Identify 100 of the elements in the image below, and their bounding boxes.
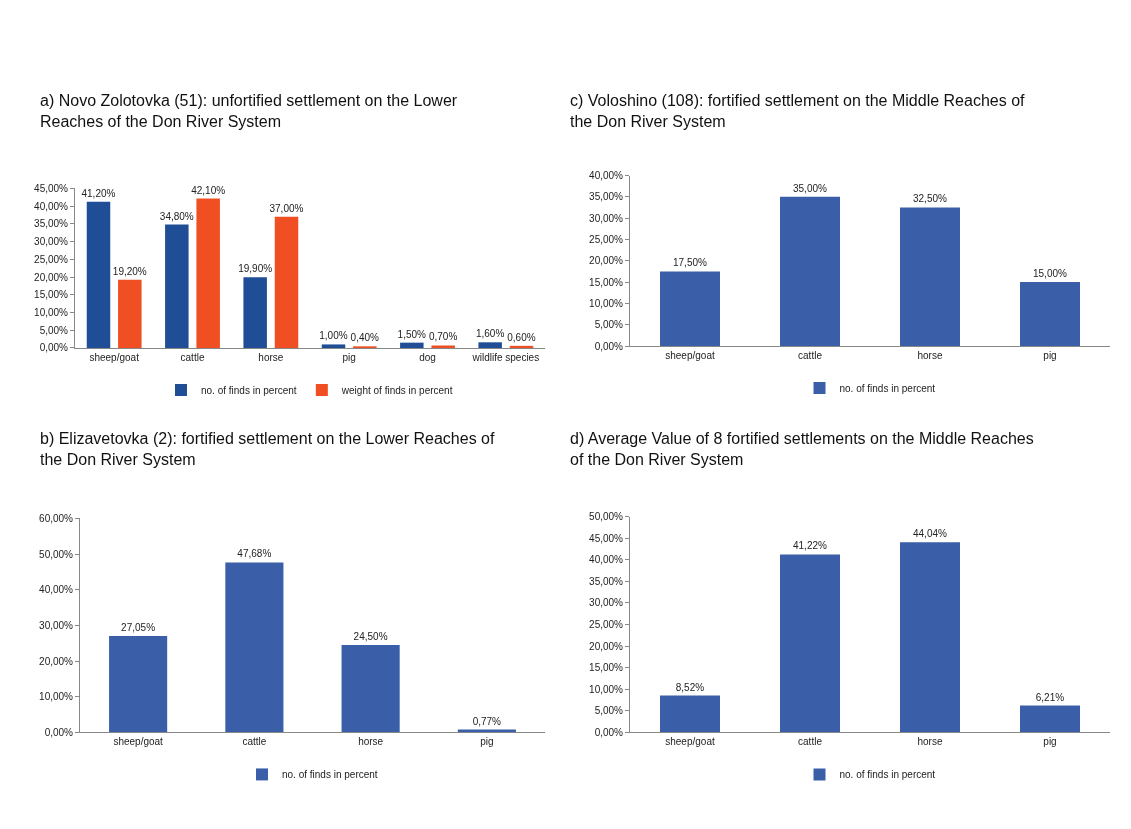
- x-tick-label: horse: [917, 350, 943, 362]
- legend-label: no. of finds in percent: [282, 769, 378, 781]
- bar: [225, 562, 284, 733]
- chart-title: c) Voloshino (108): fortified settlement on the Middle Reaches of the Don River System: [570, 92, 1026, 130]
- legend-label: no. of finds in percent: [839, 383, 936, 394]
- y-tick-label: 45,00%: [589, 532, 624, 544]
- data-label: 42,10%: [191, 184, 226, 196]
- y-tick-label: 40,00%: [39, 584, 74, 596]
- data-label: 32,50%: [912, 193, 948, 205]
- bar: [1020, 705, 1080, 733]
- y-tick-label: 50,00%: [589, 511, 624, 522]
- bar: [196, 198, 220, 348]
- data-label: 17,50%: [672, 257, 708, 269]
- bar: [243, 277, 267, 348]
- data-label: 37,00%: [269, 202, 304, 214]
- x-tick-label: cattle: [242, 736, 267, 748]
- data-label: 6,21%: [1035, 691, 1065, 703]
- data-label: 44,04%: [912, 528, 948, 540]
- y-tick-label: 10,00%: [34, 307, 69, 318]
- y-tick-label: 10,00%: [589, 683, 624, 695]
- y-tick-label: 0,00%: [44, 726, 74, 738]
- bar: [86, 201, 111, 348]
- y-tick-label: 60,00%: [39, 512, 74, 524]
- y-tick-label: 15,00%: [34, 289, 69, 301]
- y-tick-label: 40,00%: [589, 170, 624, 182]
- y-tick-label: 5,00%: [594, 319, 624, 331]
- legend-label: weight of finds in percent: [340, 384, 453, 396]
- data-label: 35,00%: [792, 182, 828, 194]
- chart-title: b) Elizavetovka (2): fortified settlement on the Lower Reaches of the Don River System: [40, 430, 495, 468]
- data-label: 47,68%: [237, 548, 272, 560]
- y-tick-label: 25,00%: [589, 233, 624, 245]
- y-tick-label: 20,00%: [39, 655, 74, 667]
- y-tick-label: 45,00%: [34, 182, 69, 194]
- y-tick-label: 30,00%: [34, 236, 69, 248]
- y-tick-label: 15,00%: [589, 276, 624, 288]
- y-tick-label: 50,00%: [39, 548, 74, 560]
- bar: [478, 342, 502, 348]
- x-tick-label: sheep/goat: [113, 736, 164, 748]
- bar: [341, 645, 400, 733]
- y-tick-label: 35,00%: [34, 218, 69, 230]
- y-tick-label: 20,00%: [589, 255, 624, 267]
- data-label: 1,60%: [475, 328, 505, 340]
- bar: [431, 345, 455, 348]
- y-tick-label: 20,00%: [34, 271, 69, 283]
- x-tick-label: horse: [917, 736, 943, 748]
- y-tick-label: 30,00%: [39, 619, 74, 631]
- bar: [660, 271, 720, 347]
- chart-title: d) Average Value of 8 fortified settlements on the Middle Reaches of the Don River System: [570, 430, 1034, 468]
- y-tick-label: 0,00%: [39, 342, 69, 354]
- y-tick-label: 35,00%: [589, 191, 624, 203]
- bar: [900, 542, 960, 733]
- bar: [274, 216, 299, 348]
- y-tick-label: 40,00%: [34, 200, 69, 212]
- y-tick-label: 10,00%: [589, 297, 624, 309]
- x-tick-label: cattle: [180, 351, 205, 363]
- data-label: 24,50%: [353, 631, 388, 642]
- x-tick-label: sheep/goat: [665, 350, 715, 362]
- x-tick-label: horse: [258, 351, 284, 363]
- y-tick-label: 15,00%: [589, 662, 624, 674]
- y-tick-label: 35,00%: [589, 575, 624, 587]
- bar: [321, 344, 346, 348]
- data-label: 15,00%: [1032, 268, 1068, 280]
- data-label: 0,77%: [472, 715, 502, 727]
- bar: [118, 279, 142, 348]
- y-tick-label: 5,00%: [39, 324, 69, 336]
- data-label: 1,50%: [397, 328, 427, 340]
- bar: [109, 635, 168, 733]
- bar: [660, 695, 720, 733]
- legend-label: no. of finds in percent: [201, 384, 297, 396]
- data-label: 1,00%: [319, 330, 348, 342]
- y-tick-label: 30,00%: [589, 597, 624, 609]
- x-tick-label: sheep/goat: [665, 736, 715, 748]
- x-tick-label: pig: [342, 351, 356, 363]
- bar: [780, 196, 840, 347]
- chart-title: a) Novo Zolotovka (51): unfortified settlement on the Lower Reaches of the Don River System: [40, 92, 458, 130]
- y-tick-label: 5,00%: [594, 705, 624, 717]
- x-tick-label: sheep/goat: [89, 351, 140, 363]
- data-label: 41,20%: [81, 187, 116, 199]
- bar: [1020, 282, 1080, 347]
- y-tick-label: 0,00%: [594, 726, 624, 738]
- x-tick-label: dog: [419, 351, 436, 363]
- data-label: 0,40%: [350, 332, 380, 344]
- bar: [900, 207, 960, 347]
- x-tick-label: pig: [1043, 736, 1057, 748]
- bar: [780, 554, 840, 733]
- data-label: 0,60%: [507, 331, 536, 343]
- bar: [400, 342, 424, 348]
- x-tick-label: horse: [358, 736, 384, 748]
- legend-label: no. of finds in percent: [839, 769, 936, 781]
- data-label: 0,70%: [428, 331, 458, 343]
- y-tick-label: 0,00%: [594, 340, 624, 352]
- y-tick-label: 30,00%: [589, 212, 624, 224]
- data-label: 19,90%: [238, 263, 273, 275]
- data-label: 34,80%: [159, 210, 194, 222]
- data-label: 8,52%: [675, 681, 705, 693]
- x-tick-label: cattle: [798, 736, 823, 748]
- y-tick-label: 20,00%: [589, 640, 624, 652]
- y-tick-label: 25,00%: [34, 253, 69, 265]
- y-tick-label: 25,00%: [589, 618, 624, 630]
- bar: [509, 345, 534, 348]
